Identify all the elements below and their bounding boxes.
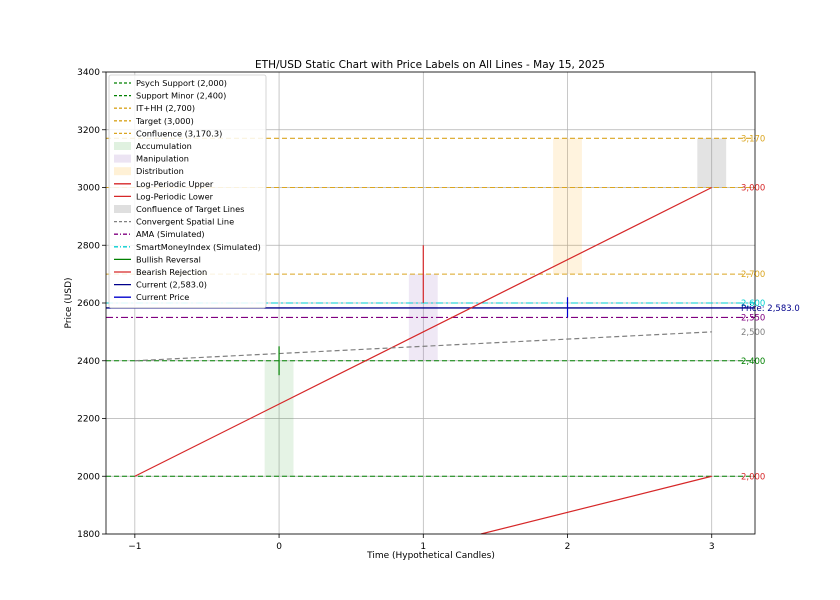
line-log-periodic-lower [480, 475, 712, 534]
x-tick-label: 3 [709, 542, 715, 552]
axes: −1 0 1 2 3 1800 2000 2200 2400 2600 2800 3000 3200 3… [77, 68, 715, 552]
legend-label: Current (2,583.0) [136, 280, 207, 290]
legend-swatch-manipulation [114, 154, 131, 163]
legend-swatch-accumulation [114, 142, 131, 150]
x-axis-ticks: −1 0 1 2 3 [128, 534, 715, 552]
zone-accumulation [264, 360, 294, 477]
price-label-ama-simulated: 2,550 [741, 313, 765, 323]
y-axis-ticks: 1800 2000 2200 2400 2600 2800 3000 3200 3400 [77, 68, 106, 540]
legend-box [108, 74, 267, 309]
line-convergent-spatial-line [134, 331, 712, 362]
legend-label: Psych Support (2,000) [136, 78, 227, 88]
legend-label: Log-Periodic Upper [136, 179, 214, 189]
x-axis-label: Time (Hypothetical Candles) [366, 551, 495, 561]
x-tick-label: −1 [128, 542, 141, 552]
legend-label: Log-Periodic Lower [136, 191, 214, 201]
price-label-convergent-spatial-line: 2,500 [741, 328, 765, 338]
legend-label: Accumulation [136, 141, 192, 151]
price-label-it-hh-2-700: 2,700 [741, 270, 765, 280]
x-tick-label: 1 [420, 542, 426, 552]
legend-swatch-distribution [114, 167, 131, 176]
y-tick-label: 2000 [77, 472, 100, 482]
zone-confluence-of-target-lines [697, 138, 727, 188]
price-label-support-minor-2-400: 2,400 [741, 357, 765, 367]
price-label-confluence-3-170-3: 3,170 [741, 134, 765, 144]
line-log-periodic-upper [134, 186, 713, 477]
y-tick-label: 2400 [77, 357, 100, 367]
legend-label: Support Minor (2,400) [136, 91, 226, 101]
plot-area: Psych Support (2,000) Support Minor (2,40… [105, 71, 756, 535]
legend-label: Bearish Rejection [136, 267, 207, 277]
y-tick-label: 2800 [77, 241, 100, 251]
y-tick-label: 3400 [77, 68, 100, 78]
legend-label: Distribution [136, 166, 184, 176]
y-tick-label: 3000 [77, 184, 100, 194]
legend-label: SmartMoneyIndex (Simulated) [136, 242, 261, 252]
y-tick-label: 2600 [77, 299, 100, 309]
y-tick-label: 1800 [77, 530, 100, 540]
legend-label: Manipulation [136, 154, 189, 164]
legend-label: IT+HH (2,700) [136, 103, 195, 113]
y-axis-label: Price (USD) [64, 277, 74, 328]
price-labels: 2,000 2,400 2,700 3,000 3,170 2,550 2,600Price… [741, 134, 800, 482]
legend-label: Target (3,000) [135, 116, 194, 126]
y-tick-label: 2200 [77, 415, 100, 425]
trend-lines [134, 186, 713, 534]
legend-label: Bullish Reversal [136, 254, 201, 264]
y-tick-label: 3200 [77, 126, 100, 136]
legend-swatch-confluence-of-target-lines [114, 205, 131, 213]
legend: Psych Support (2,000) Support Minor (2,40… [108, 74, 267, 309]
markers [278, 245, 569, 376]
zone-distribution [553, 138, 582, 275]
price-label-smartmoneyindex-simulated: 2,600 [741, 299, 765, 309]
legend-label: AMA (Simulated) [136, 229, 205, 239]
price-label-target-3-000: 3,000 [741, 184, 765, 194]
price-label-psych-support-2-000: 2,000 [741, 472, 765, 482]
legend-label: Convergent Spatial Line [136, 217, 234, 227]
x-tick-label: 0 [276, 542, 282, 552]
price-label-current-2-583-0: Price: 2,583.0 [741, 304, 800, 314]
legend-label: Current Price [136, 292, 189, 302]
legend-label: Confluence of Target Lines [136, 204, 244, 214]
chart-title: ETH/USD Static Chart with Price Labels o… [255, 59, 605, 71]
legend-label: Confluence (3,170.3) [136, 128, 222, 138]
x-tick-label: 2 [565, 542, 571, 552]
